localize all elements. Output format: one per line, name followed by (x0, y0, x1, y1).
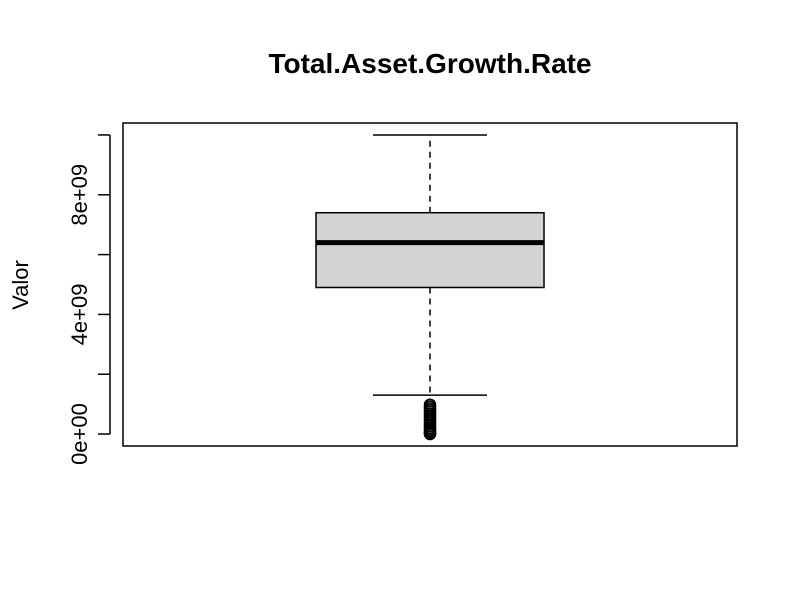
outlier-group (423, 398, 437, 441)
y-tick-label: 4e+09 (67, 284, 92, 346)
outlier-point (423, 398, 437, 411)
y-axis: 0e+00 4e+09 8e+09 (67, 134, 111, 465)
y-tick-label: 8e+09 (67, 164, 92, 226)
iqr-box (315, 211, 545, 289)
chart-title: Total.Asset.Growth.Rate (268, 48, 591, 79)
y-tick-label: 0e+00 (67, 403, 92, 465)
box-group (315, 134, 545, 396)
y-axis-label: Valor (8, 260, 33, 310)
plot-frame (122, 122, 738, 447)
